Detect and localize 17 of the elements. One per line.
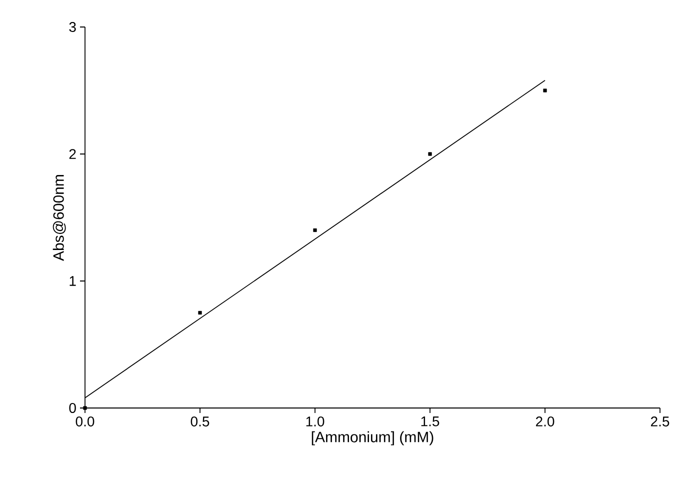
x-tick-label: 2.5 xyxy=(650,416,670,426)
x-tick-label: 0.5 xyxy=(190,416,210,426)
x-tick-label: 2.0 xyxy=(536,416,554,426)
y-tick-label: 3 xyxy=(69,22,76,32)
point xyxy=(313,228,317,232)
x-axis-title: [Ammonium] (mM) xyxy=(312,431,434,446)
y-tick-label: 1 xyxy=(70,276,76,286)
y-tick-label: 0 xyxy=(69,403,76,413)
y-axis-title: Abs@600nm xyxy=(52,175,66,261)
point xyxy=(198,310,202,315)
point xyxy=(428,152,432,156)
point xyxy=(543,88,547,92)
point xyxy=(83,406,87,410)
x-tick-label: 1.5 xyxy=(421,416,440,426)
x-tick-label: 0.0 xyxy=(76,416,94,426)
x-tick-label: 1.0 xyxy=(306,416,324,426)
y-tick-label: 2 xyxy=(69,149,76,159)
